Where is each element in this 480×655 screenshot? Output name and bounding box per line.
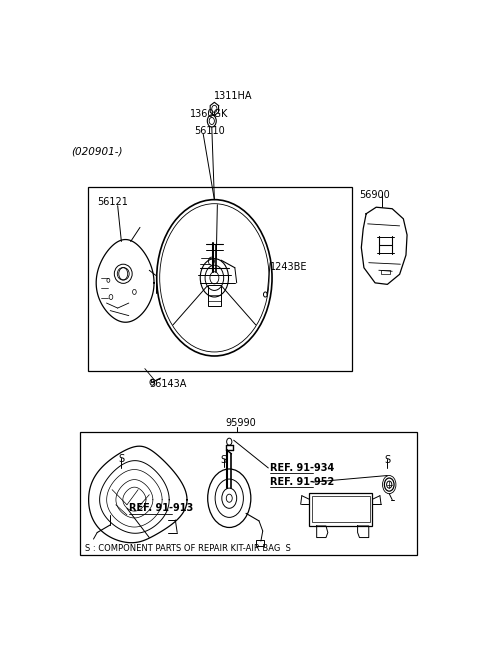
Bar [88,187,352,371]
Bar [81,432,417,555]
Text: 56110: 56110 [194,126,225,136]
Text: REF. 91-934: REF. 91-934 [270,463,335,473]
Text: 1243BE: 1243BE [270,262,308,272]
Text: S: S [118,455,124,464]
Text: 95990: 95990 [226,418,256,428]
Bar [256,540,264,546]
Text: REF. 91-952: REF. 91-952 [270,477,335,487]
Text: S: S [384,455,390,466]
Bar [208,286,221,306]
Text: 56143A: 56143A [149,379,187,388]
Text: S : COMPONENT PARTS OF REPAIR KIT-AIR BAG  S: S : COMPONENT PARTS OF REPAIR KIT-AIR BA… [85,544,291,553]
Text: 1360GK: 1360GK [190,109,228,119]
Bar [309,493,372,526]
Text: (020901-): (020901-) [71,147,123,157]
Text: 1311HA: 1311HA [215,91,253,102]
Text: S: S [221,455,227,466]
Text: REF. 91-913: REF. 91-913 [129,503,193,514]
Bar [381,271,390,274]
Text: 56900: 56900 [360,189,390,200]
Text: 56121: 56121 [97,197,128,207]
Bar [312,496,370,523]
